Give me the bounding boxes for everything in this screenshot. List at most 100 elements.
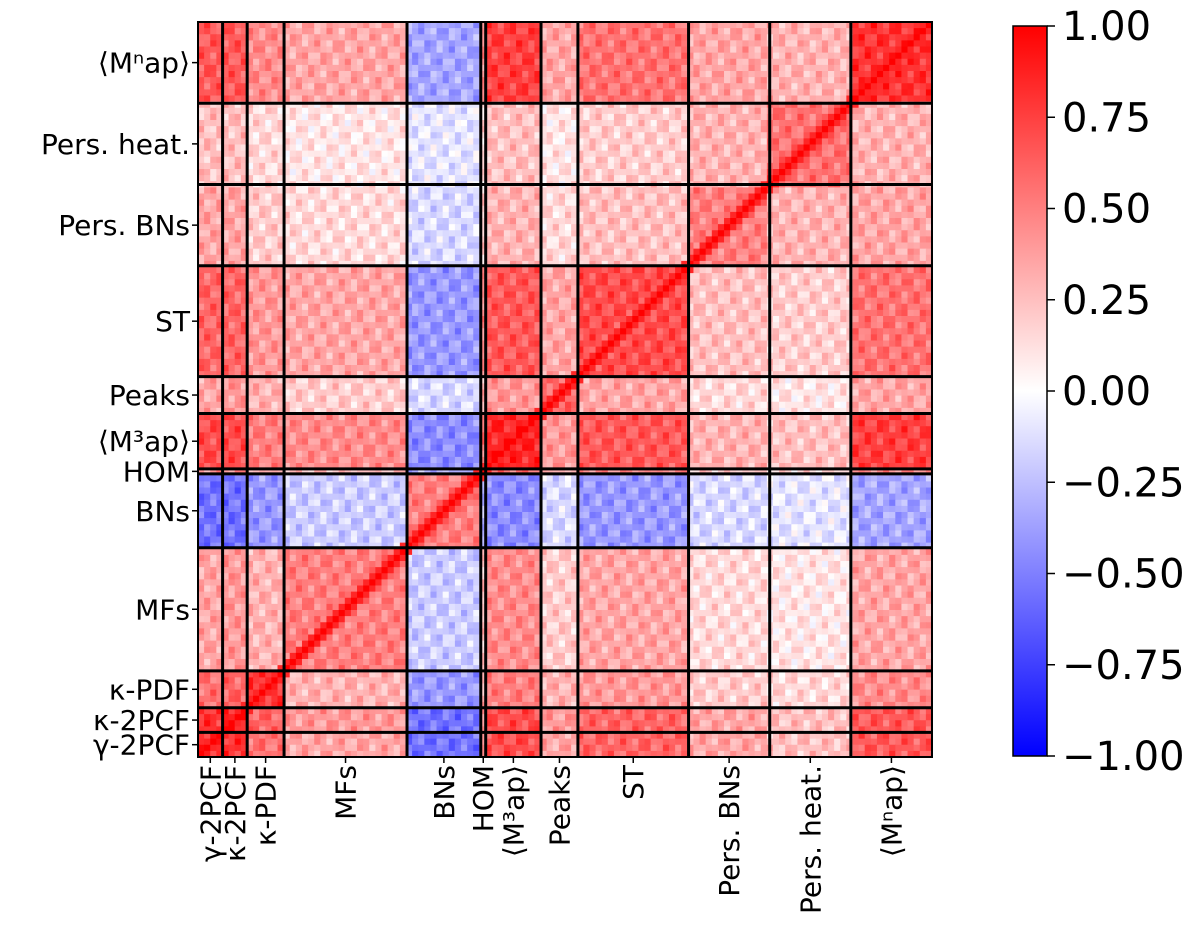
heatmap-cell (822, 224, 829, 231)
heatmap-cell (828, 22, 835, 29)
heatmap-cell (204, 132, 211, 139)
heatmap-cell (626, 243, 633, 250)
heatmap-cell (602, 83, 609, 90)
heatmap-cell (473, 89, 480, 96)
heatmap-cell (810, 145, 817, 152)
heatmap-cell (840, 71, 847, 78)
heatmap-cell (357, 108, 364, 115)
heatmap-cell (901, 145, 908, 152)
heatmap-cell (785, 108, 792, 115)
heatmap-cell (712, 255, 719, 262)
heatmap-cell (620, 255, 627, 262)
heatmap-cell (834, 114, 841, 121)
heatmap-cell (657, 255, 664, 262)
heatmap-cell (589, 151, 596, 158)
heatmap-cell (810, 157, 817, 164)
heatmap-cell (326, 224, 333, 231)
heatmap-cell (504, 28, 511, 35)
heatmap-cell (706, 206, 713, 213)
heatmap-cell (424, 22, 431, 29)
heatmap-cell (461, 83, 468, 90)
heatmap-cell (608, 194, 615, 201)
heatmap-cell (877, 83, 884, 90)
heatmap-cell (773, 151, 780, 158)
heatmap-cell (871, 138, 878, 145)
heatmap-cell (614, 243, 621, 250)
heatmap-cell (693, 169, 700, 176)
heatmap-cell (326, 145, 333, 152)
heatmap-cell (302, 169, 309, 176)
heatmap-cell (785, 255, 792, 262)
heatmap-cell (596, 169, 603, 176)
heatmap-cell (229, 230, 236, 237)
heatmap-cell (608, 151, 615, 158)
heatmap-cell (675, 126, 682, 133)
heatmap-cell (235, 187, 242, 194)
heatmap-cell (657, 267, 664, 274)
heatmap-cell (632, 22, 639, 29)
heatmap-cell (675, 218, 682, 225)
heatmap-cell (394, 157, 401, 164)
heatmap-cell (375, 89, 382, 96)
heatmap-cell (412, 138, 419, 145)
heatmap-cell (498, 114, 505, 121)
heatmap-cell (565, 212, 572, 219)
heatmap-cell (388, 108, 395, 115)
heatmap-cell (730, 96, 737, 103)
heatmap-cell (693, 120, 700, 127)
heatmap-cell (883, 34, 890, 41)
heatmap-cell (681, 132, 688, 139)
heatmap-cell (504, 126, 511, 133)
heatmap-cell (718, 120, 725, 127)
heatmap-cell (859, 28, 866, 35)
heatmap-cell (920, 47, 927, 54)
heatmap-cell (498, 200, 505, 207)
heatmap-cell (357, 194, 364, 201)
heatmap-cell (229, 132, 236, 139)
heatmap-cell (388, 255, 395, 262)
heatmap-cell (859, 47, 866, 54)
heatmap-cell (455, 243, 462, 250)
heatmap-cell (522, 230, 529, 237)
heatmap-cell (375, 145, 382, 152)
heatmap-cell (375, 65, 382, 72)
heatmap-cell (589, 108, 596, 115)
heatmap-cell (859, 71, 866, 78)
heatmap-cell (357, 236, 364, 243)
heatmap-cell (430, 243, 437, 250)
heatmap-cell (528, 47, 535, 54)
heatmap-cell (791, 108, 798, 115)
heatmap-cell (914, 89, 921, 96)
heatmap-cell (290, 194, 297, 201)
heatmap-cell (785, 114, 792, 121)
heatmap-cell (522, 114, 529, 121)
heatmap-cell (394, 132, 401, 139)
heatmap-cell (761, 59, 768, 66)
heatmap-cell (492, 34, 499, 41)
heatmap-cell (369, 175, 376, 182)
heatmap-cell (651, 163, 658, 170)
heatmap-cell (651, 157, 658, 164)
heatmap-cell (785, 77, 792, 84)
heatmap-cell (620, 47, 627, 54)
heatmap-cell (589, 59, 596, 66)
heatmap-cell (198, 65, 205, 72)
heatmap-cell (290, 169, 297, 176)
heatmap-cell (516, 126, 523, 133)
heatmap-cell (430, 175, 437, 182)
heatmap-cell (363, 187, 370, 194)
heatmap-cell (498, 108, 505, 115)
heatmap-cell (865, 53, 872, 60)
heatmap-cell (724, 89, 731, 96)
heatmap-cell (914, 53, 921, 60)
heatmap-cell (326, 40, 333, 47)
heatmap-cell (320, 120, 327, 127)
heatmap-cell (681, 151, 688, 158)
heatmap-cell (693, 267, 700, 274)
heatmap-cell (296, 89, 303, 96)
heatmap-cell (351, 243, 358, 250)
heatmap-cell (504, 187, 511, 194)
heatmap-cell (443, 71, 450, 78)
heatmap-cell (437, 96, 444, 103)
heatmap-cell (859, 132, 866, 139)
